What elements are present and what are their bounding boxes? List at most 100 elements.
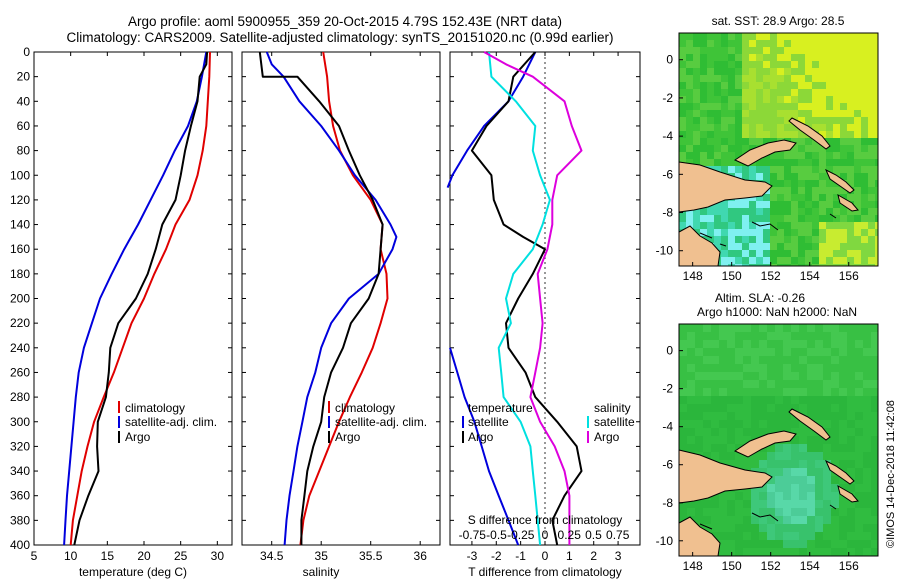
new-britain-island	[733, 430, 797, 458]
latitude-tick-label: -10	[656, 244, 674, 258]
depth-tick-label: 100	[10, 168, 30, 182]
longitude-tick-label: 150	[722, 269, 742, 283]
depth-tick-label: 80	[17, 144, 31, 158]
legend-climatology: climatology	[335, 401, 395, 415]
series-line-argo	[258, 51, 384, 545]
png-landmass	[678, 161, 773, 213]
x-tick-label: 3	[615, 549, 622, 563]
sla-map-title-line-2: Argo h1000: NaN h2000: NaN	[697, 305, 857, 319]
sla-map	[678, 323, 879, 557]
depth-tick-label: 40	[17, 94, 31, 108]
x-tick-label: -1	[515, 549, 526, 563]
legend-temperature-title: temperature	[468, 401, 533, 415]
s-difference-tick-label: 0.5	[585, 528, 602, 542]
depth-tick-label: 0	[23, 45, 30, 59]
longitude-tick-label: 148	[683, 269, 703, 283]
s-difference-tick-label: -0.75	[459, 528, 487, 542]
sst-map-axes: 148 150 152 154 156 0 -2 -4 -6 -8 -10	[656, 53, 859, 283]
s-difference-tick-label: 0.75	[606, 528, 630, 542]
x-axis-label: T difference from climatology	[468, 565, 622, 579]
difference-panel: -3 -2 -1 0 1 2 3 T difference from climatology S…	[446, 51, 641, 579]
sla-map-axes: 148 150 152 154 156 0 -2 -4 -6 -8 -10	[656, 344, 859, 573]
x-tick-label: 36	[414, 549, 428, 563]
longitude-tick-label: 152	[761, 559, 781, 573]
x-tick-label: 34.5	[260, 549, 284, 563]
latitude-tick-label: -2	[662, 91, 673, 105]
depth-tick-label: 380	[10, 513, 30, 527]
longitude-tick-label: 148	[683, 559, 703, 573]
legend-t-satellite: satellite	[468, 415, 509, 429]
sst-map	[678, 32, 879, 267]
series-line-t-satellite-deep	[449, 347, 520, 546]
depth-tick-label: 320	[10, 439, 30, 453]
x-tick-label: -3	[467, 549, 478, 563]
series-line-s-satellite	[488, 51, 551, 546]
legend-climatology: climatology	[125, 401, 185, 415]
latitude-tick-label: -4	[662, 129, 673, 143]
louisiade-archipelago	[689, 213, 837, 261]
legend-t-argo: Argo	[468, 430, 494, 444]
x-tick-label: 2	[590, 549, 597, 563]
depth-tick-label: 360	[10, 489, 30, 503]
legend-s-satellite: satellite	[594, 415, 635, 429]
latitude-tick-label: 0	[666, 344, 673, 358]
x-tick-label: 15	[101, 549, 115, 563]
salinity-legend: climatology satellite-adj. clim. Argo	[328, 401, 427, 444]
x-tick-label: 30	[211, 549, 225, 563]
depth-tick-label: 180	[10, 267, 30, 281]
sst-map-title: sat. SST: 28.9 Argo: 28.5	[712, 14, 845, 28]
series-line-satellite-adj-clim-	[63, 51, 208, 546]
sla-map-title-line-1: Altim. SLA: -0.26	[715, 291, 805, 305]
s-difference-tick-label: -0.5	[486, 528, 507, 542]
longitude-tick-label: 156	[839, 559, 859, 573]
legend-satellite: satellite-adj. clim.	[125, 415, 217, 429]
latitude-tick-label: -8	[662, 206, 673, 220]
x-tick-label: 35	[315, 549, 329, 563]
depth-tick-label: 400	[10, 538, 30, 552]
longitude-tick-label: 154	[800, 269, 820, 283]
legend-satellite: satellite-adj. clim.	[335, 415, 427, 429]
legend-salinity-title: salinity	[594, 401, 631, 415]
x-tick-label: 25	[174, 549, 188, 563]
solomon-islands	[824, 168, 859, 212]
s-difference-label: S difference from climatology	[468, 513, 623, 527]
depth-tick-label: 220	[10, 316, 30, 330]
series-line-t-satellite	[446, 51, 537, 188]
png-landmass	[678, 449, 773, 504]
depth-tick-label: 20	[17, 70, 31, 84]
longitude-tick-label: 156	[839, 269, 859, 283]
longitude-tick-label: 152	[761, 269, 781, 283]
solomon-islands	[824, 459, 859, 503]
latitude-tick-label: -10	[656, 534, 674, 548]
s-difference-tick-label: 0.25	[558, 528, 582, 542]
longitude-tick-label: 154	[800, 559, 820, 573]
series-line-argo	[73, 51, 209, 546]
title-line-1: Argo profile: aoml 5900955_359 20-Oct-20…	[128, 14, 562, 29]
s-difference-tick-label: -0.25	[507, 528, 535, 542]
salinity-panel: 34.5 35 35.5 36 salinity	[241, 51, 441, 579]
latitude-tick-label: -6	[662, 167, 673, 181]
x-axis-label: salinity	[303, 565, 340, 579]
series-line-t-argo	[470, 51, 583, 546]
x-tick-label: 35.5	[359, 549, 383, 563]
x-tick-label: 10	[64, 549, 78, 563]
difference-legend: temperature satellite Argo salinity sate…	[462, 401, 635, 444]
x-tick-label: 5	[31, 549, 38, 563]
legend-argo: Argo	[125, 430, 151, 444]
depth-tick-label: 280	[10, 390, 30, 404]
louisiade-archipelago	[699, 504, 837, 530]
legend-s-argo: Argo	[594, 430, 620, 444]
new-ireland-island	[788, 117, 831, 150]
x-axis-label: temperature (deg C)	[79, 565, 187, 579]
latitude-tick-label: -6	[662, 458, 673, 472]
x-tick-label: -2	[491, 549, 502, 563]
depth-tick-label: 260	[10, 365, 30, 379]
series-line-climatology	[69, 51, 211, 546]
new-britain-island	[733, 139, 797, 167]
depth-tick-label: 140	[10, 218, 30, 232]
latitude-tick-label: -2	[662, 382, 673, 396]
x-tick-label: 0	[542, 549, 549, 563]
depth-tick-label: 340	[10, 464, 30, 478]
s-difference-tick-label: 0	[542, 528, 549, 542]
